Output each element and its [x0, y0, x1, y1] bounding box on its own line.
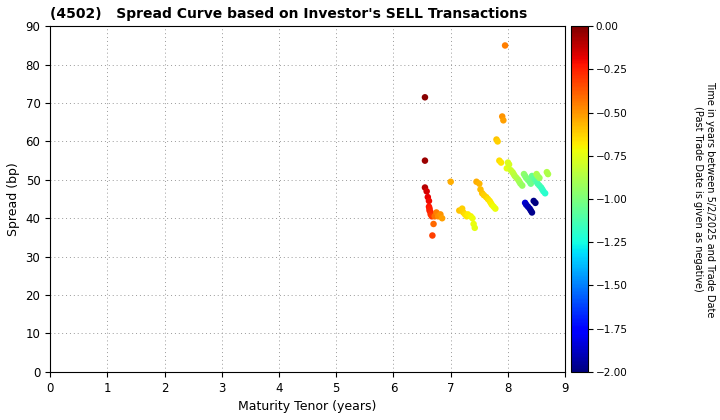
Point	[421, 188, 433, 195]
Point	[435, 211, 446, 218]
Point	[474, 180, 485, 187]
Text: (4502)   Spread Curve based on Investor's SELL Transactions: (4502) Spread Curve based on Investor's …	[50, 7, 527, 21]
Point	[532, 173, 544, 179]
Point	[513, 176, 524, 183]
Point	[429, 213, 441, 220]
Point	[419, 184, 431, 191]
Point	[538, 188, 549, 195]
Point	[459, 211, 471, 218]
Point	[505, 167, 516, 173]
Point	[474, 186, 486, 193]
X-axis label: Maturity Tenor (years): Maturity Tenor (years)	[238, 400, 377, 413]
Point	[436, 215, 448, 222]
Point	[524, 205, 536, 212]
Point	[528, 175, 539, 181]
Point	[495, 159, 507, 166]
Point	[518, 171, 530, 177]
Point	[534, 182, 545, 189]
Point	[541, 169, 553, 176]
Point	[525, 180, 536, 187]
Point	[419, 94, 431, 101]
Point	[426, 213, 438, 220]
Point	[530, 200, 541, 206]
Point	[515, 180, 526, 187]
Point	[465, 213, 477, 220]
Point	[456, 205, 468, 212]
Point	[497, 113, 508, 120]
Point	[501, 165, 513, 172]
Y-axis label: Time in years between 5/2/2025 and Trade Date
(Past Trade Date is given as negat: Time in years between 5/2/2025 and Trade…	[693, 81, 715, 317]
Point	[507, 169, 518, 176]
Point	[427, 232, 438, 239]
Point	[485, 200, 497, 206]
Point	[499, 42, 510, 49]
Point	[539, 190, 551, 197]
Point	[513, 178, 525, 185]
Point	[424, 207, 436, 214]
Point	[454, 207, 465, 214]
Point	[461, 213, 472, 220]
Point	[508, 171, 519, 177]
Point	[528, 197, 539, 204]
Point	[428, 220, 439, 227]
Point	[526, 209, 538, 216]
Point	[526, 173, 538, 179]
Point	[522, 176, 534, 183]
Point	[521, 175, 532, 181]
Point	[525, 207, 536, 214]
Point	[480, 194, 492, 200]
Point	[510, 175, 522, 181]
Point	[534, 175, 545, 181]
Point	[423, 197, 435, 204]
Point	[524, 178, 536, 185]
Point	[532, 180, 544, 187]
Point	[492, 138, 503, 145]
Point	[519, 200, 531, 206]
Point	[468, 220, 480, 227]
Point	[509, 173, 521, 179]
Point	[484, 197, 495, 204]
Point	[462, 211, 474, 218]
Point	[477, 190, 488, 197]
Point	[491, 136, 503, 143]
Point	[423, 203, 435, 210]
Point	[486, 202, 498, 208]
Point	[502, 159, 513, 166]
Point	[432, 213, 444, 220]
Point	[498, 117, 509, 124]
Point	[542, 171, 554, 177]
Point	[530, 176, 541, 183]
Point	[519, 173, 531, 179]
Point	[471, 178, 482, 185]
Point	[531, 171, 542, 177]
Point	[482, 196, 494, 202]
Y-axis label: Spread (bp): Spread (bp)	[7, 162, 20, 236]
Point	[478, 192, 490, 199]
Point	[536, 186, 548, 193]
Point	[419, 157, 431, 164]
Point	[516, 182, 528, 189]
Point	[422, 194, 433, 200]
Point	[488, 203, 500, 210]
Point	[490, 205, 501, 212]
Point	[445, 178, 456, 185]
Point	[536, 184, 547, 191]
Point	[467, 215, 478, 222]
Point	[457, 209, 469, 216]
Point	[494, 157, 505, 164]
Point	[424, 205, 436, 212]
Point	[431, 209, 442, 216]
Point	[469, 224, 480, 231]
Point	[521, 202, 532, 208]
Point	[522, 203, 534, 210]
Point	[425, 209, 436, 216]
Point	[425, 211, 436, 218]
Point	[531, 178, 542, 185]
Point	[503, 161, 515, 168]
